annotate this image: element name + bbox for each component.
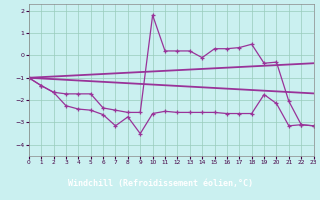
Text: Windchill (Refroidissement éolien,°C): Windchill (Refroidissement éolien,°C) xyxy=(68,179,252,188)
